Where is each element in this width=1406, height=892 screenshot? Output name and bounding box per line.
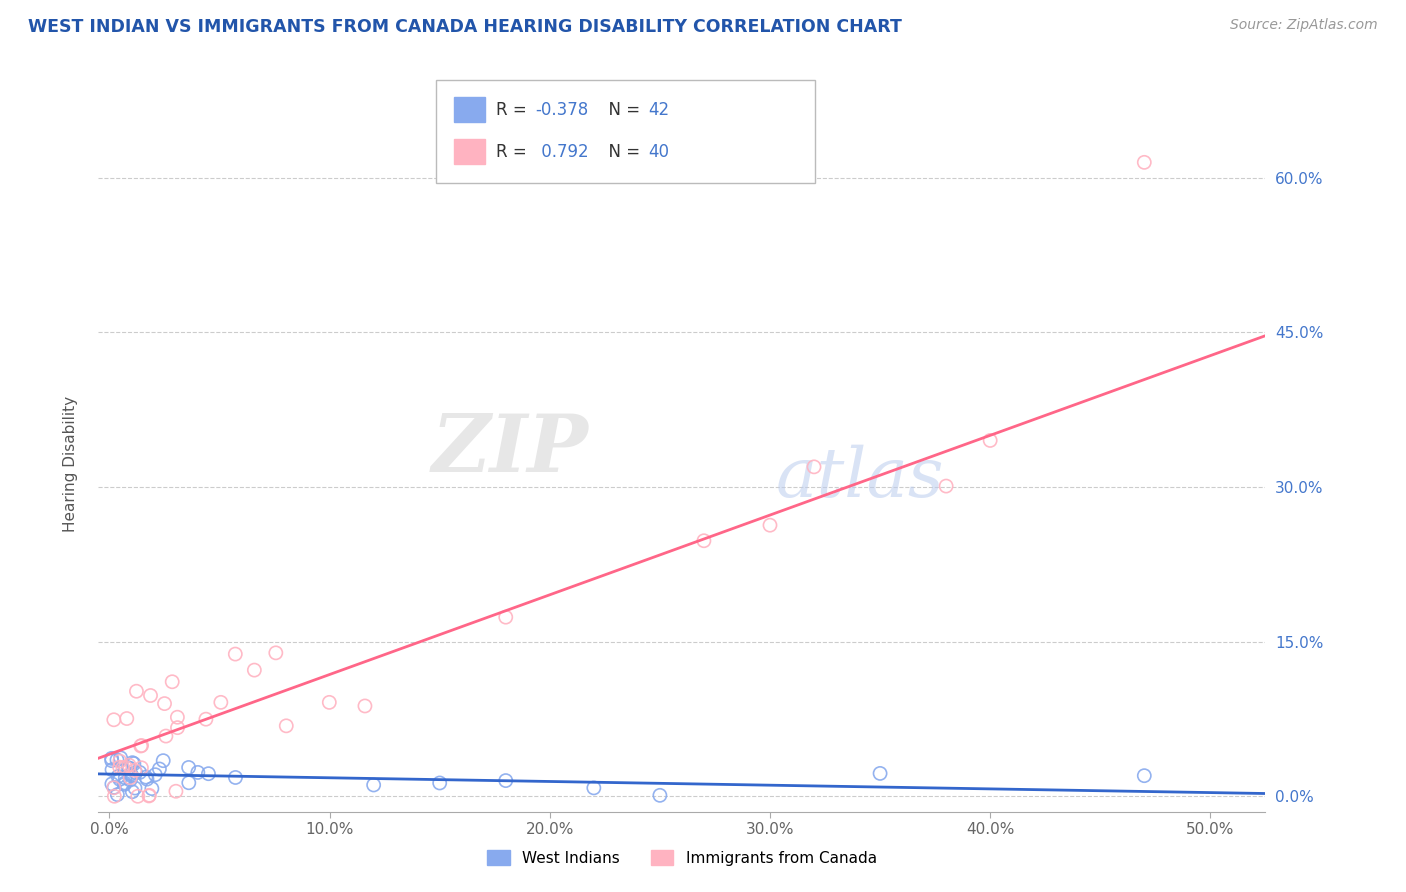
Point <box>138 789 160 803</box>
Point <box>187 765 209 780</box>
Point <box>1133 769 1156 783</box>
Point <box>153 697 176 711</box>
Point <box>115 712 138 726</box>
Text: Source: ZipAtlas.com: Source: ZipAtlas.com <box>1230 18 1378 32</box>
Point <box>100 751 122 765</box>
Text: 0.792: 0.792 <box>536 143 588 161</box>
Point <box>114 771 136 785</box>
Text: R =: R = <box>496 101 533 119</box>
Point <box>101 763 124 777</box>
Point <box>803 459 825 474</box>
Point <box>103 780 125 795</box>
Point <box>122 756 145 771</box>
Point <box>117 761 139 775</box>
Point <box>121 785 143 799</box>
Point <box>118 761 141 775</box>
Point <box>160 674 183 689</box>
Legend: West Indians, Immigrants from Canada: West Indians, Immigrants from Canada <box>482 845 882 871</box>
Point <box>166 721 188 735</box>
Point <box>194 712 217 726</box>
Point <box>495 610 517 624</box>
Point <box>124 764 146 778</box>
Point <box>141 781 163 796</box>
Point <box>114 760 136 774</box>
Point <box>243 663 266 677</box>
Point <box>224 647 246 661</box>
Point <box>128 765 150 780</box>
Point <box>100 754 122 768</box>
Point <box>152 754 174 768</box>
Point <box>148 762 170 776</box>
Point <box>177 760 200 774</box>
Point <box>125 684 148 698</box>
Point <box>131 761 153 775</box>
Point <box>759 518 782 533</box>
Point <box>107 770 129 784</box>
Point <box>129 739 152 753</box>
Point <box>135 770 157 784</box>
Point <box>138 789 160 803</box>
Text: ZIP: ZIP <box>432 411 589 489</box>
Point <box>120 771 142 785</box>
Point <box>495 773 517 788</box>
Point <box>979 434 1001 448</box>
Y-axis label: Hearing Disability: Hearing Disability <box>63 396 77 532</box>
Point <box>105 753 128 767</box>
Point <box>121 756 143 770</box>
Point <box>318 695 340 709</box>
Text: 42: 42 <box>648 101 669 119</box>
Point <box>869 766 891 780</box>
Text: -0.378: -0.378 <box>536 101 589 119</box>
Point <box>693 533 716 548</box>
Point <box>177 776 200 790</box>
Text: N =: N = <box>598 143 645 161</box>
Point <box>264 646 287 660</box>
Point <box>111 761 134 775</box>
Point <box>166 710 188 724</box>
Point <box>108 760 131 774</box>
Point <box>276 719 298 733</box>
Point <box>354 698 377 713</box>
Point <box>124 780 146 795</box>
Text: atlas: atlas <box>775 444 943 511</box>
Point <box>120 772 142 787</box>
Point <box>114 777 136 791</box>
Point <box>103 789 125 804</box>
Point <box>125 765 148 780</box>
Point <box>136 772 159 786</box>
Point <box>108 754 131 768</box>
Point <box>121 769 143 783</box>
Point <box>101 777 124 791</box>
Point <box>143 768 166 782</box>
Point <box>105 788 128 802</box>
Text: WEST INDIAN VS IMMIGRANTS FROM CANADA HEARING DISABILITY CORRELATION CHART: WEST INDIAN VS IMMIGRANTS FROM CANADA HE… <box>28 18 903 36</box>
Point <box>155 729 177 743</box>
Point <box>363 778 385 792</box>
Point <box>103 780 125 795</box>
Point <box>131 739 153 753</box>
Point <box>114 776 136 790</box>
Point <box>935 479 957 493</box>
Point <box>582 780 605 795</box>
Point <box>110 751 132 765</box>
Point <box>108 772 131 787</box>
Point <box>648 789 671 803</box>
Point <box>209 695 232 709</box>
Point <box>429 776 451 790</box>
Point <box>1133 155 1156 169</box>
Point <box>197 766 219 780</box>
Text: R =: R = <box>496 143 533 161</box>
Text: N =: N = <box>598 101 645 119</box>
Point <box>118 758 141 772</box>
Point <box>120 767 142 781</box>
Point <box>224 771 246 785</box>
Point <box>103 713 125 727</box>
Point <box>165 784 187 798</box>
Text: 40: 40 <box>648 143 669 161</box>
Point <box>139 689 162 703</box>
Point <box>127 789 149 804</box>
